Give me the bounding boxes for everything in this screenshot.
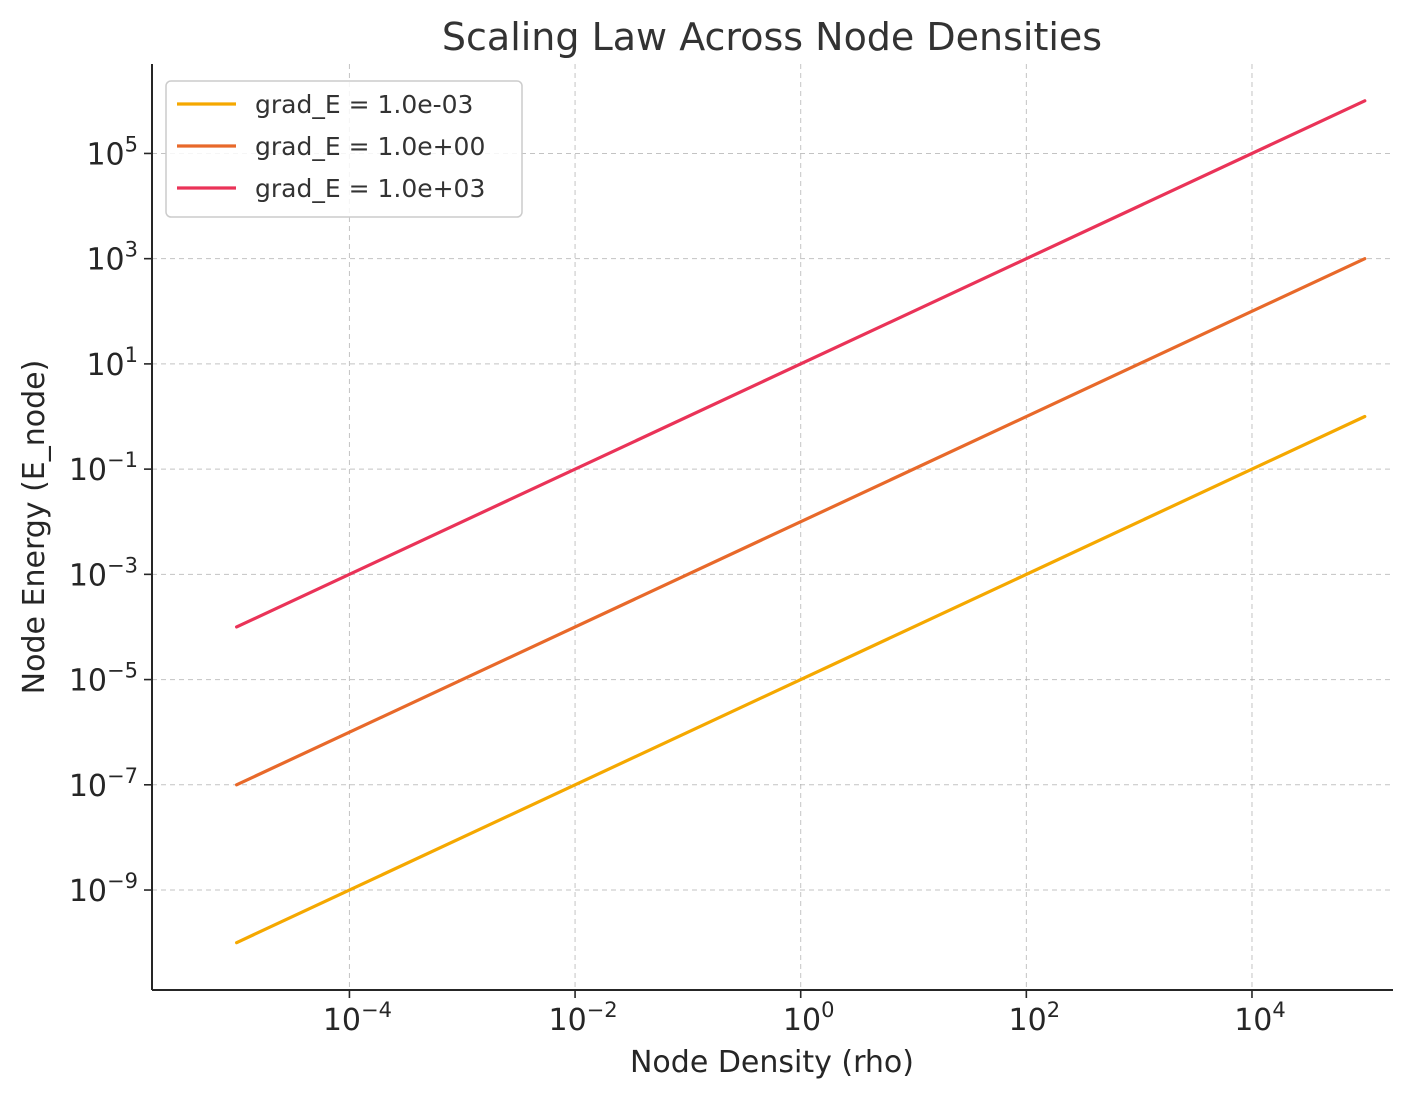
y-axis-ticks: 10−9 10−7 10−5 10−3 10−1 101 103 105 (69, 132, 152, 909)
legend-label-2: grad_E = 1.0e+03 (255, 174, 485, 203)
legend-frame (165, 80, 523, 218)
y-tick-label: 10−7 (69, 764, 138, 804)
y-tick-label: 103 (86, 238, 138, 278)
x-tick-label: 100 (783, 998, 835, 1038)
series-line-2 (235, 99, 1367, 629)
series-line-0 (235, 414, 1367, 945)
y-tick-label: 10−1 (69, 448, 138, 488)
x-tick-label: 10−4 (323, 998, 392, 1038)
x-tick-label: 104 (1234, 998, 1286, 1038)
x-axis-ticks: 10−4 10−2 100 102 104 (323, 990, 1286, 1038)
y-tick-label: 105 (86, 132, 138, 172)
series-lines (235, 99, 1367, 945)
y-tick-label: 10−3 (69, 553, 138, 593)
x-axis-label: Node Density (rho) (630, 1045, 914, 1080)
grid-lines (152, 64, 1393, 990)
chart-title: Scaling Law Across Node Densities (442, 15, 1102, 59)
x-tick-label: 102 (1009, 998, 1061, 1038)
legend: grad_E = 1.0e-03 grad_E = 1.0e+00 grad_E =… (165, 80, 523, 218)
y-axis-label: Node Energy (E_node) (17, 360, 52, 695)
y-tick-label: 10−9 (69, 869, 138, 909)
legend-label-1: grad_E = 1.0e+00 (255, 132, 485, 161)
legend-label-0: grad_E = 1.0e-03 (255, 90, 473, 119)
x-tick-label: 10−2 (548, 998, 617, 1038)
series-line-1 (235, 257, 1367, 787)
y-tick-label: 10−5 (69, 659, 138, 699)
y-tick-label: 101 (86, 343, 138, 383)
